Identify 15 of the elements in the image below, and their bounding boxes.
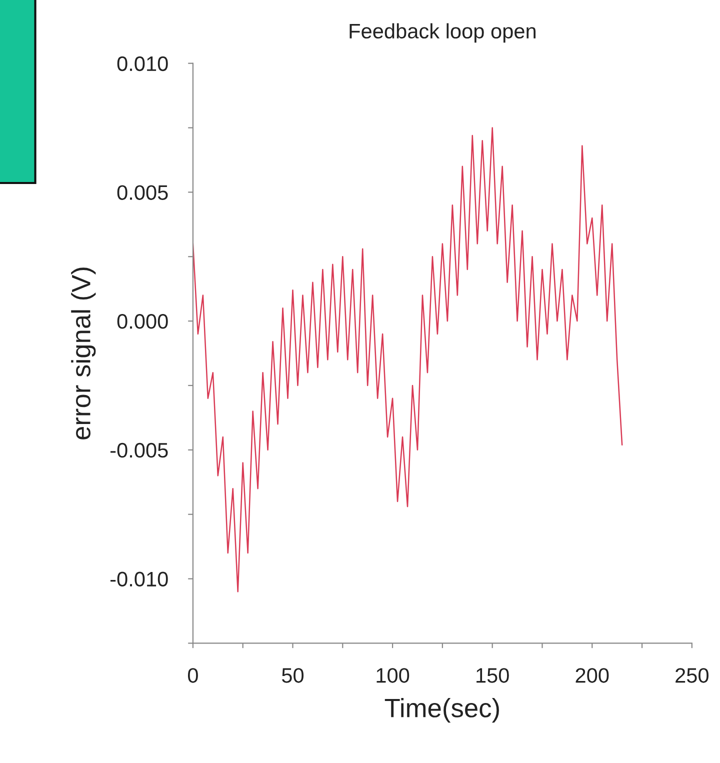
y-tick-label: -0.010 [110,572,168,587]
x-tick-label: 0 [188,668,198,683]
x-tick-label: 200 [576,668,609,683]
x-axis-title: Time(sec) [384,698,499,723]
y-tick-label: 0.005 [117,185,168,200]
line-series [192,127,623,592]
x-tick-label: 250 [676,668,708,683]
y-tick-label: 0.000 [117,314,168,329]
y-axis-title: error signal (V) [71,268,96,440]
chart-title: Feedback loop open [350,23,536,43]
x-tick-label: 50 [282,668,304,683]
x-tick-label: 150 [476,668,509,683]
y-tick-label: 0.010 [117,56,168,72]
x-tick-label: 100 [376,668,410,683]
y-tick-label: -0.005 [110,442,168,458]
